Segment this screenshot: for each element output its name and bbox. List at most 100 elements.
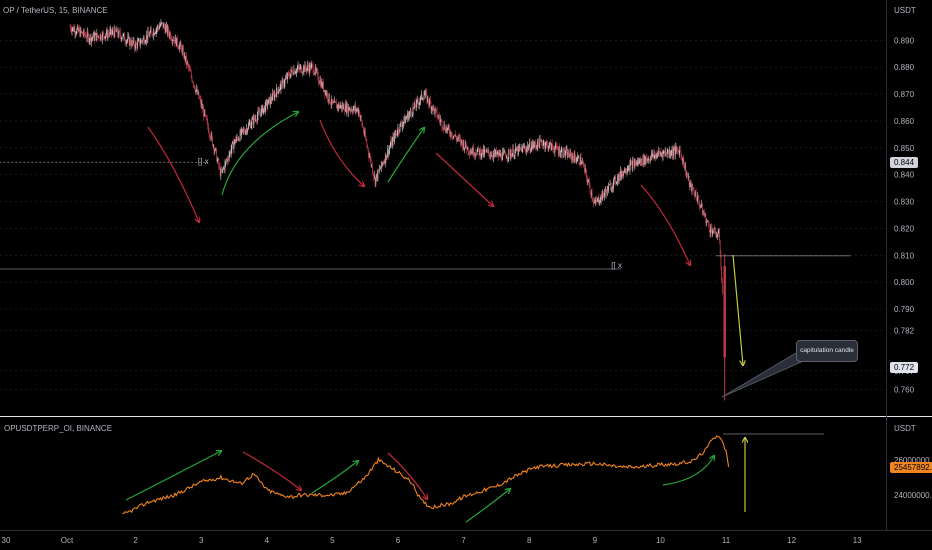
candle-body <box>257 115 258 121</box>
candle-body <box>440 119 441 122</box>
candle-body <box>364 131 366 135</box>
candle-body <box>611 189 612 191</box>
candle-body <box>563 148 565 157</box>
candle-body <box>470 152 472 154</box>
candle-body <box>276 87 278 92</box>
candle-body <box>637 160 639 163</box>
candle-body <box>356 109 357 111</box>
candle-body <box>378 169 379 171</box>
candle-body <box>449 128 450 134</box>
level-marker-label[interactable]: [] x <box>198 157 209 166</box>
candle-body <box>363 131 365 135</box>
candle-body <box>124 33 125 41</box>
candle-body <box>448 125 450 129</box>
main-chart-title[interactable]: OP / TetherUS, 15, BINANCE <box>3 6 108 15</box>
candle-body <box>318 82 320 84</box>
candle-body <box>507 157 509 159</box>
candle-body <box>327 93 328 100</box>
candle-body <box>207 120 209 127</box>
candle-body <box>423 95 425 100</box>
candle-body <box>310 64 311 70</box>
candle-body <box>699 202 700 207</box>
candle-body <box>511 153 513 158</box>
candle-body <box>720 254 722 270</box>
candle-body <box>637 162 638 165</box>
up-arrow-2 <box>387 128 424 183</box>
candle-body <box>97 33 98 37</box>
candle-body <box>551 143 552 150</box>
candle-body <box>148 34 150 37</box>
candle-body <box>177 45 179 48</box>
candle-body <box>123 33 125 35</box>
candle-body <box>484 150 486 151</box>
candle-body <box>95 33 96 36</box>
candle-body <box>202 108 204 110</box>
candle-body <box>298 66 300 68</box>
open-interest-line-path[interactable] <box>122 435 730 515</box>
candle-body <box>433 105 435 109</box>
candle-body <box>85 35 87 38</box>
candle-body <box>515 147 517 151</box>
candle-body <box>453 135 455 138</box>
candle-body <box>456 138 458 140</box>
candle-body <box>273 93 275 99</box>
candle-body <box>679 149 680 156</box>
candle-body <box>436 110 438 118</box>
candle-body <box>621 174 623 178</box>
candle-body <box>670 153 672 155</box>
candle-body <box>719 231 720 241</box>
candle-body <box>242 129 244 131</box>
candle-body <box>340 104 342 107</box>
candle-body <box>170 33 171 39</box>
candle-body <box>462 141 464 148</box>
candle-body <box>547 143 549 150</box>
candle-body <box>504 151 506 155</box>
candle-body <box>163 24 165 28</box>
candle-body <box>147 31 149 40</box>
candle-body <box>83 30 85 35</box>
candle-body <box>104 36 105 39</box>
candle-body <box>91 37 93 39</box>
candle-body <box>238 139 240 141</box>
candle-body <box>145 41 147 43</box>
candle-body <box>285 76 287 79</box>
price-tick-label: 0.860 <box>894 117 915 126</box>
candle-body <box>597 198 598 202</box>
candle-body <box>292 70 293 74</box>
capitulation-candle[interactable] <box>723 266 726 358</box>
capitulation-callout[interactable]: capitulation candle <box>796 340 858 362</box>
candle-body <box>118 30 120 37</box>
candle-body <box>247 129 249 133</box>
candle-body <box>686 172 688 176</box>
candle-body <box>589 180 590 186</box>
candle-body <box>573 153 575 162</box>
candle-body <box>527 145 528 149</box>
candle-body <box>320 80 322 87</box>
candle-body <box>336 102 337 109</box>
candle-body <box>126 40 127 44</box>
candle-body <box>533 145 534 148</box>
candle-body <box>287 73 289 74</box>
candle-body <box>220 170 222 176</box>
candle-body <box>359 116 361 117</box>
price-tick-label: 0.800 <box>894 278 915 287</box>
candle-body <box>617 176 619 182</box>
candle-body <box>483 148 485 155</box>
candle-body <box>290 73 291 78</box>
candle-body <box>565 150 567 154</box>
oi-axis-labels: 26000000.0 24000000.0 <box>894 456 932 500</box>
candle-body <box>303 66 305 72</box>
candle-body <box>255 118 257 121</box>
candle-body <box>421 93 423 100</box>
candle-body <box>228 159 229 161</box>
oi-chart-title[interactable]: OPUSDTPERP_OI, BINANCE <box>4 424 113 433</box>
candle-body <box>580 156 582 164</box>
candle-body <box>75 33 76 35</box>
candle-body <box>70 26 72 30</box>
level-marker-label[interactable]: [] x <box>611 261 622 270</box>
candle-body <box>146 35 148 40</box>
candle-body <box>607 186 609 192</box>
candle-body <box>270 97 272 101</box>
candle-body <box>612 186 614 189</box>
candle-body <box>382 163 384 165</box>
